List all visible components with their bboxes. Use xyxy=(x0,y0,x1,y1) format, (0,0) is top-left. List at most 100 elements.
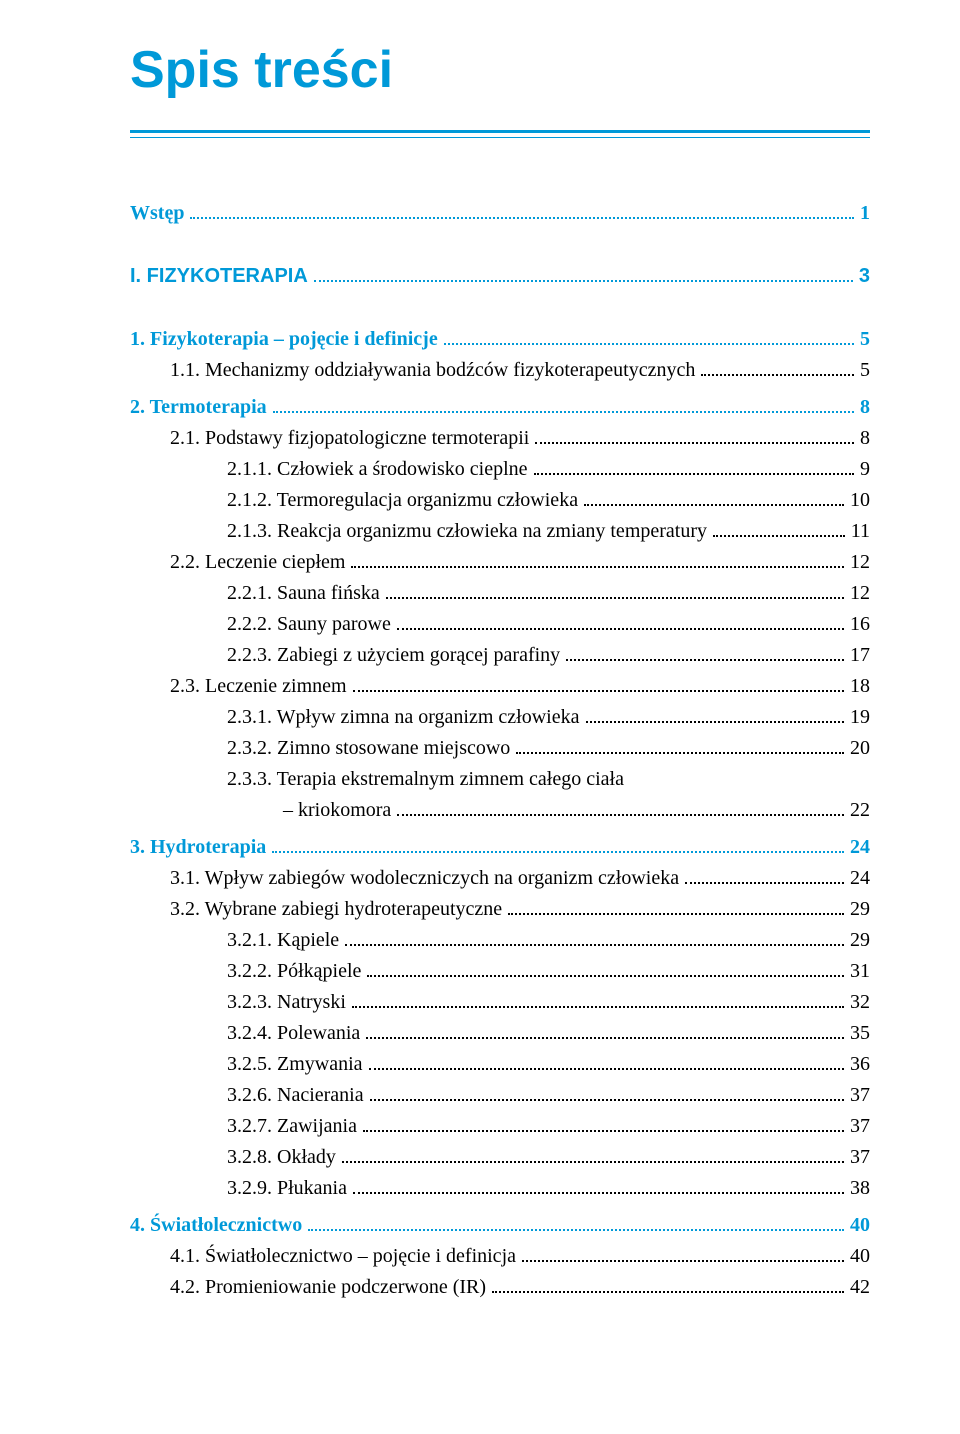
toc-entry: 2.3.2. Zimno stosowane miejscowo 20 xyxy=(130,733,870,764)
rule-thick xyxy=(130,130,870,133)
toc-entry-page: 1 xyxy=(860,198,870,229)
toc-entry-label: 3.2.1. Kąpiele xyxy=(227,925,339,956)
toc-leader xyxy=(701,374,854,376)
toc-leader xyxy=(444,343,854,345)
toc-entry: 3.2.6. Nacierania37 xyxy=(130,1080,870,1111)
toc-entry-page: 20 xyxy=(850,733,870,764)
toc-entry-page: 22 xyxy=(850,795,870,826)
toc-leader xyxy=(508,913,844,915)
toc-gap xyxy=(130,292,870,324)
toc-entry: 2.1.1. Człowiek a środowisko cieplne 9 xyxy=(130,454,870,485)
toc-leader xyxy=(522,1260,844,1262)
toc-entry-page: 19 xyxy=(850,702,870,733)
toc-entry-page: 37 xyxy=(850,1111,870,1142)
toc-leader xyxy=(370,1099,844,1101)
toc-entry-page: 36 xyxy=(850,1049,870,1080)
toc-entry-page: 24 xyxy=(850,863,870,894)
toc-entry: 2. Termoterapia 8 xyxy=(130,392,870,423)
toc-entry-page: 9 xyxy=(860,454,870,485)
toc-entry-label: 2.2.1. Sauna fińska xyxy=(227,578,380,609)
toc-entry-label: 2.3.2. Zimno stosowane miejscowo xyxy=(227,733,510,764)
toc-entry-continuation: – kriokomora 22 xyxy=(227,795,870,826)
toc-entry-label: 3.2.7. Zawijania xyxy=(227,1111,357,1142)
toc-entry-label: 2.2.2. Sauny parowe xyxy=(227,609,391,640)
toc-leader xyxy=(272,851,844,853)
toc-entry-page: 5 xyxy=(860,355,870,386)
toc-entry-label: 3.2.5. Zmywania xyxy=(227,1049,363,1080)
toc-entry-label: 2.3. Leczenie zimnem xyxy=(170,671,347,702)
toc-leader xyxy=(363,1130,844,1132)
toc-leader xyxy=(369,1068,844,1070)
toc-entry-label: 4. Światłolecznictwo xyxy=(130,1210,302,1241)
toc-entry-page: 8 xyxy=(860,392,870,423)
toc-entry-page: 42 xyxy=(850,1272,870,1303)
toc-entry: Wstęp1 xyxy=(130,198,870,229)
toc-entry: 2.2.3. Zabiegi z użyciem gorącej parafin… xyxy=(130,640,870,671)
toc-leader xyxy=(366,1037,844,1039)
toc-entry-label: 2.1. Podstawy fizjopatologiczne termoter… xyxy=(170,423,529,454)
toc-entry-label: – kriokomora xyxy=(283,795,391,826)
toc-leader xyxy=(367,975,844,977)
toc-leader xyxy=(713,535,845,537)
toc-entry: 3.2.2. Półkąpiele 31 xyxy=(130,956,870,987)
rule-thin xyxy=(130,137,870,138)
toc-entry: 4.1. Światłolecznictwo – pojęcie i defin… xyxy=(130,1241,870,1272)
toc-entry-label: 3.1. Wpływ zabiegów wodoleczniczych na o… xyxy=(170,863,679,894)
toc-entry: 2.1.2. Termoregulacja organizmu człowiek… xyxy=(130,485,870,516)
toc-entry-label: 3.2. Wybrane zabiegi hydroterapeutyczne xyxy=(170,894,502,925)
toc-entry-label: 2.1.1. Człowiek a środowisko cieplne xyxy=(227,454,528,485)
toc-entry-page: 5 xyxy=(860,324,870,355)
toc-entry-label: 3.2.9. Płukania xyxy=(227,1173,347,1204)
toc-entry: 4. Światłolecznictwo 40 xyxy=(130,1210,870,1241)
toc-entry: 3.2.5. Zmywania 36 xyxy=(130,1049,870,1080)
toc-entry-page: 29 xyxy=(850,894,870,925)
toc-leader xyxy=(308,1229,844,1231)
toc-entry: 2.2. Leczenie ciepłem 12 xyxy=(130,547,870,578)
toc-leader xyxy=(685,882,844,884)
toc-entry: 3.2. Wybrane zabiegi hydroterapeutyczne 2… xyxy=(130,894,870,925)
toc-entry: 2.3.3. Terapia ekstremalnym zimnem całeg… xyxy=(130,764,870,826)
toc-entry: 2.2.2. Sauny parowe 16 xyxy=(130,609,870,640)
toc-entry-page: 11 xyxy=(851,516,870,547)
toc-leader xyxy=(566,659,844,661)
toc-entry-label: I. FIZYKOTERAPIA xyxy=(130,261,308,292)
toc-entry-page: 35 xyxy=(850,1018,870,1049)
toc-entry-label: 4.1. Światłolecznictwo – pojęcie i defin… xyxy=(170,1241,516,1272)
toc-entry-label: 3.2.2. Półkąpiele xyxy=(227,956,361,987)
toc-entry-page: 12 xyxy=(850,547,870,578)
toc-entry-label: 2.2. Leczenie ciepłem xyxy=(170,547,345,578)
title-rules xyxy=(130,130,870,138)
toc-entry-label: 2.1.3. Reakcja organizmu człowieka na zm… xyxy=(227,516,707,547)
toc-entry: 2.1. Podstawy fizjopatologiczne termoter… xyxy=(130,423,870,454)
toc-entry-label: 1. Fizykoterapia – pojęcie i definicje xyxy=(130,324,438,355)
toc-entry-label: 2. Termoterapia xyxy=(130,392,267,423)
toc-leader xyxy=(273,411,854,413)
toc-entry-page: 40 xyxy=(850,1210,870,1241)
toc-leader xyxy=(397,628,844,630)
toc-entry-page: 16 xyxy=(850,609,870,640)
toc-entry: 4.2. Promieniowanie podczerwone (IR)42 xyxy=(130,1272,870,1303)
toc-entry-page: 29 xyxy=(850,925,870,956)
toc-leader xyxy=(534,473,855,475)
toc-entry-page: 12 xyxy=(850,578,870,609)
toc-entry-page: 31 xyxy=(850,956,870,987)
toc-entry-label: 2.3.1. Wpływ zimna na organizm człowieka xyxy=(227,702,580,733)
toc-entry: 3.2.9. Płukania 38 xyxy=(130,1173,870,1204)
toc-leader xyxy=(586,721,845,723)
toc-entry: 1. Fizykoterapia – pojęcie i definicje 5 xyxy=(130,324,870,355)
toc-entry: 1.1. Mechanizmy oddziaływania bodźców fi… xyxy=(130,355,870,386)
toc-entry: I. FIZYKOTERAPIA3 xyxy=(130,261,870,292)
toc-entry-page: 24 xyxy=(850,832,870,863)
page-title: Spis treści xyxy=(130,40,870,100)
toc-entry: 3.2.8. Okłady37 xyxy=(130,1142,870,1173)
toc-entry: 2.3. Leczenie zimnem18 xyxy=(130,671,870,702)
toc-entry-page: 40 xyxy=(850,1241,870,1272)
toc-entry: 3.2.3. Natryski32 xyxy=(130,987,870,1018)
toc-entry-page: 38 xyxy=(850,1173,870,1204)
toc-entry-page: 8 xyxy=(860,423,870,454)
toc-leader xyxy=(584,504,844,506)
toc-entry-page: 32 xyxy=(850,987,870,1018)
toc-entry-page: 37 xyxy=(850,1080,870,1111)
toc-entry-label: 3.2.4. Polewania xyxy=(227,1018,360,1049)
toc-entry: 2.1.3. Reakcja organizmu człowieka na zm… xyxy=(130,516,870,547)
